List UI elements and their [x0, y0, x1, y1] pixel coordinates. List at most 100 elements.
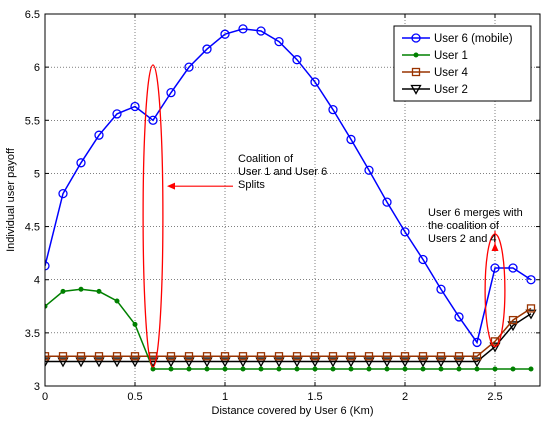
- data-point: [492, 366, 498, 372]
- y-tick-label: 4: [34, 275, 40, 287]
- data-point: [238, 352, 248, 361]
- series-line: [45, 28, 532, 345]
- data-point: [507, 321, 519, 332]
- data-point: [129, 357, 141, 368]
- x-tick-label: 0.5: [127, 391, 142, 403]
- data-point: [274, 352, 284, 361]
- y-tick-label: 6.5: [25, 9, 40, 21]
- user6-merge-arrowhead: [491, 243, 499, 251]
- data-point: [45, 352, 50, 361]
- data-point: [328, 105, 338, 115]
- legend-swatch-marker: [411, 33, 421, 43]
- x-tick-label: 2.5: [487, 391, 502, 403]
- y-tick-label: 3.5: [25, 328, 40, 340]
- series-layer: [45, 24, 537, 372]
- data-point: [220, 352, 230, 361]
- data-point: [148, 115, 158, 125]
- data-point: [418, 254, 428, 265]
- data-point: [130, 101, 140, 112]
- ticks: 0 0.5 1 1.5 2 2.5 3 3.5 4 4.5 5 5.5 6 6.5: [25, 9, 540, 403]
- data-point: [168, 366, 174, 372]
- data-point: [202, 352, 212, 361]
- data-point: [150, 366, 156, 372]
- data-point: [490, 337, 500, 346]
- series-user-2: [45, 309, 537, 368]
- data-point: [366, 366, 372, 372]
- series-user-6-mobile: [45, 24, 536, 348]
- data-point: [402, 366, 408, 372]
- data-point: [291, 357, 303, 368]
- data-point: [237, 357, 249, 368]
- legend-swatch-marker: [410, 84, 422, 95]
- data-point: [292, 352, 302, 361]
- legend-label: User 2: [434, 84, 468, 96]
- data-point: [238, 24, 248, 34]
- coalition-split-ellipse: [142, 64, 164, 368]
- data-point: [508, 315, 518, 325]
- series-user-4: [45, 304, 536, 361]
- legend-swatch-marker: [413, 52, 419, 58]
- data-point: [454, 312, 464, 322]
- data-point: [183, 357, 195, 368]
- data-point: [525, 309, 537, 320]
- series-line: [45, 313, 532, 363]
- x-axis-label: Distance covered by User 6 (Km): [212, 405, 374, 417]
- x-tick-label: 1: [222, 391, 228, 403]
- data-point: [292, 55, 302, 65]
- data-point: [418, 352, 428, 361]
- data-point: [453, 357, 465, 368]
- series-user-1: [45, 286, 534, 372]
- data-point: [76, 352, 86, 361]
- data-point: [112, 352, 122, 361]
- y-tick-label: 4.5: [25, 222, 40, 234]
- data-point: [204, 366, 210, 372]
- y-axis-label: Individual user payoff: [5, 147, 17, 252]
- data-point: [309, 357, 321, 368]
- data-point: [45, 357, 51, 368]
- coalition-split-label: Coalition of User 1 and User 6 Splits: [238, 153, 330, 191]
- data-point: [417, 357, 429, 368]
- data-point: [399, 357, 411, 368]
- data-point: [348, 366, 354, 372]
- data-point: [435, 357, 447, 368]
- data-point: [45, 261, 50, 271]
- data-point: [255, 357, 267, 368]
- data-point: [526, 275, 536, 285]
- legend-swatch-marker: [411, 67, 421, 77]
- axes-frame: [44, 13, 541, 387]
- series-line: [45, 307, 532, 357]
- data-point: [222, 366, 228, 372]
- data-point: [400, 227, 410, 237]
- legend: User 6 (mobile) User 1 User 4 User 2: [393, 25, 532, 102]
- data-point: [184, 62, 194, 72]
- y-tick-label: 5: [34, 168, 40, 180]
- data-point: [312, 366, 318, 372]
- data-point: [420, 366, 426, 372]
- data-point: [363, 357, 375, 368]
- y-tick-label: 5.5: [25, 115, 40, 127]
- data-point: [58, 352, 68, 361]
- data-point: [75, 357, 87, 368]
- data-point: [256, 26, 266, 36]
- data-point: [310, 77, 320, 87]
- data-point: [471, 357, 483, 368]
- data-point: [94, 352, 104, 361]
- data-point: [202, 44, 212, 54]
- data-point: [201, 357, 213, 368]
- data-point: [184, 352, 194, 361]
- user6-merge-label-line: User 6 merges with: [428, 207, 523, 219]
- data-point: [381, 357, 393, 368]
- data-point: [166, 352, 176, 361]
- user6-merge-label: User 6 merges with the coalition of User…: [428, 207, 526, 245]
- data-point: [219, 357, 231, 368]
- data-point: [256, 352, 266, 361]
- data-point: [220, 29, 230, 39]
- data-point: [400, 352, 410, 361]
- data-point: [472, 352, 482, 361]
- data-point: [364, 165, 374, 175]
- data-point: [273, 357, 285, 368]
- y-tick-label: 6: [34, 62, 40, 74]
- x-tick-label: 2: [402, 391, 408, 403]
- data-point: [328, 352, 338, 361]
